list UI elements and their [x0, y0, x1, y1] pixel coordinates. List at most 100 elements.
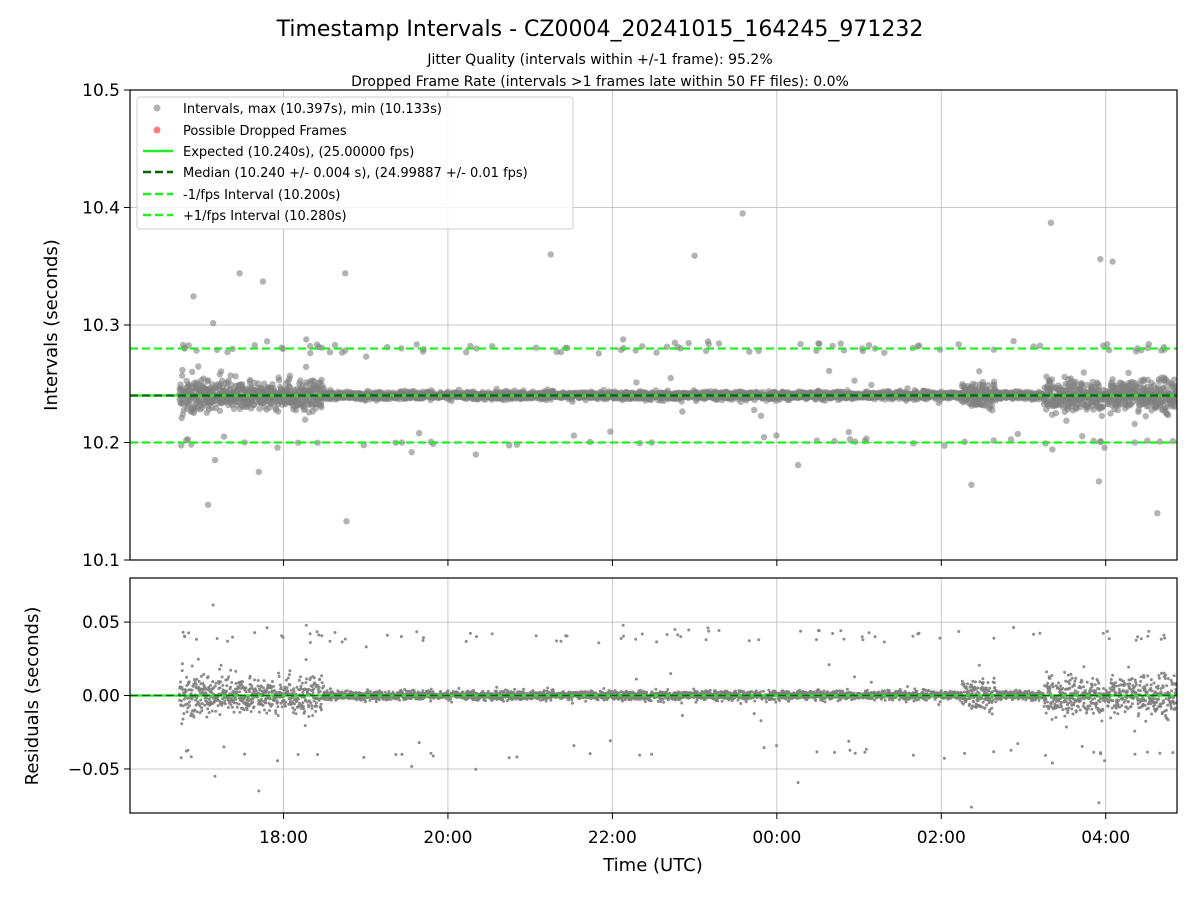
- interval-point: [557, 348, 565, 356]
- residual-point: [218, 713, 222, 717]
- intervals-y-tick-label: 10.5: [82, 81, 120, 101]
- residual-point: [211, 603, 215, 607]
- interval-point: [216, 407, 224, 414]
- interval-point: [1107, 410, 1114, 417]
- residual-point: [325, 689, 329, 693]
- residual-point: [259, 697, 263, 701]
- residual-point: [263, 708, 266, 712]
- interval-point: [941, 442, 948, 449]
- residual-point: [304, 681, 308, 685]
- interval-point: [846, 436, 854, 443]
- residual-point: [276, 714, 280, 717]
- intervals-y-axis-label: Intervals (seconds): [41, 239, 62, 411]
- residual-point: [286, 676, 290, 680]
- residual-point: [307, 715, 311, 718]
- residual-point: [296, 697, 300, 701]
- interval-point: [184, 436, 192, 443]
- interval-point: [1145, 341, 1153, 348]
- interval-point: [845, 428, 852, 436]
- residual-point: [311, 714, 315, 717]
- residual-point: [186, 706, 190, 710]
- residual-point: [234, 682, 238, 685]
- interval-point: [179, 372, 186, 379]
- residual-point: [218, 667, 222, 671]
- residual-point: [204, 687, 208, 691]
- interval-point: [1049, 446, 1056, 453]
- interval-point: [217, 368, 225, 375]
- residual-point: [319, 702, 323, 706]
- interval-point: [263, 338, 271, 345]
- legend-label-upper-bound: +1/fps Interval (10.280s): [183, 209, 347, 224]
- legend-item-dropped: Possible Dropped Frames: [153, 124, 347, 139]
- interval-point: [1135, 406, 1142, 414]
- residual-point: [268, 709, 271, 712]
- residual-point: [297, 678, 301, 682]
- residual-point: [205, 715, 209, 719]
- residual-point: [283, 704, 287, 708]
- interval-point: [972, 381, 979, 388]
- interval-point: [679, 408, 686, 415]
- residual-point: [207, 697, 211, 701]
- residual-point: [190, 688, 194, 692]
- residual-point: [264, 701, 268, 705]
- residual-point: [308, 641, 312, 644]
- residual-point: [181, 630, 185, 634]
- interval-point: [633, 379, 640, 386]
- legend-marker-dropped: [153, 126, 161, 134]
- interval-point: [225, 377, 232, 384]
- chart-subtitle-dropped: Dropped Frame Rate (intervals >1 frames …: [351, 74, 849, 90]
- residual-point: [243, 752, 247, 756]
- interval-point: [607, 428, 614, 435]
- residual-point: [181, 704, 185, 708]
- interval-point: [653, 349, 660, 356]
- residual-point: [226, 677, 230, 681]
- interval-point: [881, 349, 888, 356]
- residual-point: [320, 634, 324, 638]
- interval-point: [204, 501, 212, 508]
- residual-point: [314, 709, 318, 713]
- interval-point: [251, 342, 258, 349]
- residual-point: [329, 698, 333, 702]
- residual-point: [270, 703, 274, 706]
- residual-point: [278, 683, 282, 687]
- interval-point: [318, 376, 325, 383]
- residual-point: [312, 699, 316, 703]
- interval-point: [1007, 436, 1015, 443]
- residual-point: [235, 705, 239, 709]
- residual-point: [196, 657, 200, 661]
- residual-point: [213, 684, 217, 688]
- residual-point: [281, 635, 285, 639]
- interval-point: [1014, 430, 1021, 438]
- residual-point: [195, 710, 199, 714]
- residual-point: [237, 702, 241, 706]
- interval-point: [1063, 417, 1070, 424]
- interval-point: [1097, 438, 1104, 446]
- residual-point: [276, 759, 279, 763]
- residual-point: [265, 626, 269, 630]
- interval-point: [1095, 478, 1103, 485]
- residual-point: [207, 686, 211, 690]
- interval-point: [1163, 384, 1170, 391]
- interval-point: [1131, 439, 1139, 446]
- interval-point: [1048, 376, 1056, 383]
- intervals-y-tick-label: 10.4: [82, 199, 120, 219]
- residual-point: [221, 683, 225, 687]
- interval-point: [915, 342, 923, 349]
- intervals-y-tick-label: 10.3: [82, 316, 120, 336]
- residual-point: [286, 689, 290, 693]
- interval-point: [211, 456, 219, 464]
- interval-point: [1125, 369, 1132, 376]
- residual-point: [257, 710, 261, 714]
- residual-point: [198, 711, 202, 715]
- residual-point: [317, 685, 321, 689]
- residual-point: [223, 702, 227, 706]
- residual-point: [227, 675, 231, 679]
- residual-point: [185, 710, 189, 714]
- residual-point: [238, 690, 242, 694]
- interval-point: [448, 397, 455, 404]
- residual-point: [244, 690, 248, 694]
- residual-point: [291, 711, 295, 715]
- legend-label-expected: Expected (10.240s), (25.00000 fps): [183, 145, 414, 160]
- residual-point: [229, 685, 232, 689]
- residual-point: [274, 709, 278, 713]
